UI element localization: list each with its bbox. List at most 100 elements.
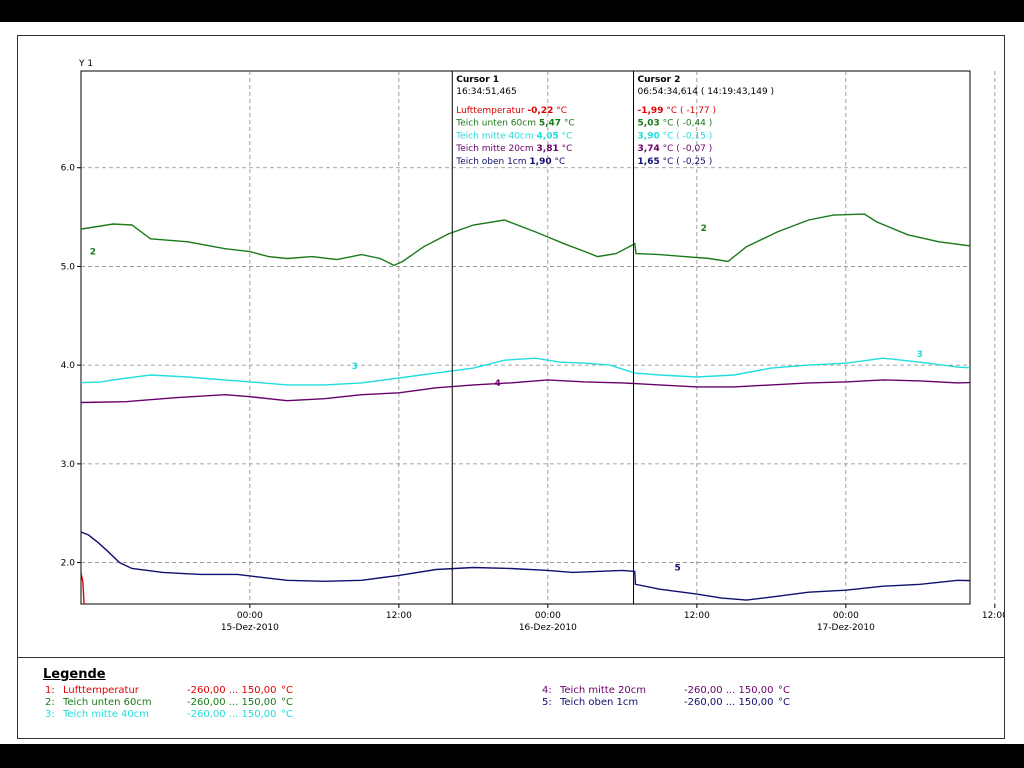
legend-item-unit: °C [281, 685, 293, 696]
x-tick-label: 00:00 [237, 611, 263, 621]
cursor-row-2: -1,99 °C ( -1,77 ) [638, 106, 717, 116]
x-tick-date-label: 16-Dez-2010 [519, 623, 577, 633]
legend-item-range: -260,00 ... 150,00 [684, 697, 774, 708]
cursor-row-value: 5,47 [539, 119, 561, 129]
cursor-row-unit: °C [552, 157, 566, 167]
legend-item-unit: °C [281, 709, 293, 720]
cursor-row-1: Teich oben 1cm 1,90 °C [455, 157, 565, 167]
cursor-title-1: Cursor 1 [456, 75, 499, 85]
legend-item-range: -260,00 ... 150,00 [187, 685, 277, 696]
cursor-row-value: 5,03 [638, 119, 660, 129]
legend-title: Legende [43, 667, 106, 682]
cursor-row-value: 3,74 [638, 144, 660, 154]
cursor-row-1: Teich mitte 40cm 4,05 °C [455, 131, 572, 141]
legend-item-number: 5: [542, 697, 552, 708]
cursor-row-value: 1,65 [638, 157, 660, 167]
series-line-4 [81, 379, 970, 404]
y-tick-label: 5.0 [61, 262, 76, 272]
cursor-row-unit: °C [561, 119, 575, 129]
chart-frame: Y 1 2.0 3.0 4.0 5.0 6.0 00:00 15-Dez-2010 12:00 0… [17, 35, 1005, 739]
legend-item-unit: °C [281, 697, 293, 708]
y-tick-label: 4.0 [61, 361, 76, 371]
cursor-row-unit: °C [660, 131, 674, 141]
cursor-row-2: 5,03 °C ( -0,44 ) [638, 119, 713, 129]
cursor-row-value: -1,99 [638, 106, 664, 116]
cursor-row-unit: °C [559, 144, 573, 154]
series-label-3: 3 [917, 350, 923, 360]
y-axis-label: Y 1 [78, 59, 93, 69]
legend-item-name: Teich mitte 40cm [63, 709, 150, 720]
cursor-row-2: 3,74 °C ( -0,07 ) [638, 144, 713, 154]
cursor-row-value: 3,81 [537, 144, 559, 154]
cursor-row-value: 1,90 [529, 157, 551, 167]
series-group [81, 213, 970, 604]
legend-item-name: Teich oben 1cm [560, 697, 639, 708]
cursor-row-delta: ( -0,15 ) [673, 131, 712, 141]
x-tick-label: 00:00 [535, 611, 561, 621]
x-tick-label: 12:00 [982, 611, 1004, 621]
cursor-row-1: Lufttemperatur -0,22 °C [456, 106, 567, 116]
legend-item-unit: °C [778, 697, 790, 708]
cursor-row-unit: °C [660, 144, 674, 154]
y-tick-label: 2.0 [61, 559, 76, 569]
chart-svg: Y 1 2.0 3.0 4.0 5.0 6.0 00:00 15-Dez-2010 12:00 0… [61, 59, 1004, 633]
legend-item: 3: Teich mitte 40cm -260,00 ... 150,00 °C [45, 709, 293, 720]
cursor-row-value: 4,05 [537, 131, 559, 141]
series-line-3 [81, 357, 970, 386]
cursor-row-unit: °C [559, 131, 573, 141]
cursor-row-2: 3,90 °C ( -0,15 ) [638, 131, 713, 141]
legend-item-range: -260,00 ... 150,00 [187, 697, 277, 708]
legend-item-unit: °C [778, 685, 790, 696]
cursor-title-2: Cursor 2 [638, 75, 681, 85]
x-tick-date-label: 17-Dez-2010 [817, 623, 875, 633]
cursor-time-2: 06:54:34,614 ( 14:19:43,149 ) [638, 87, 775, 97]
cursor-row-value: 3,90 [638, 131, 660, 141]
legend-item: 2: Teich unten 60cm -260,00 ... 150,00 °C [45, 697, 293, 708]
cursor-row-value: -0,22 [527, 106, 553, 116]
legend: Legende 1: Lufttemperatur -260,00 ... 150,… [17, 657, 1005, 740]
cursor-row-label: Teich oben 1cm [455, 157, 529, 167]
cursor-row-unit: °C [553, 106, 567, 116]
cursor-row-unit: °C [660, 157, 674, 167]
series-line-2 [81, 213, 970, 267]
x-tick-date-label: 15-Dez-2010 [221, 623, 279, 633]
cursor-row-label: Lufttemperatur [456, 106, 527, 116]
legend-item: 5: Teich oben 1cm -260,00 ... 150,00 °C [542, 697, 790, 708]
series-label-3: 3 [352, 362, 358, 372]
cursor-row-1: Teich unten 60cm 5,47 °C [455, 119, 574, 129]
cursor-row-2: 1,65 °C ( -0,25 ) [638, 157, 713, 167]
cursor-row-delta: ( -1,77 ) [677, 106, 716, 116]
legend-item-range: -260,00 ... 150,00 [187, 709, 277, 720]
legend-item-name: Lufttemperatur [63, 685, 139, 696]
x-tick-label: 00:00 [833, 611, 859, 621]
series-line-5 [81, 531, 970, 601]
legend-item: 1: Lufttemperatur -260,00 ... 150,00 °C [45, 685, 293, 696]
plot-area [80, 70, 971, 605]
cursor-row-delta: ( -0,44 ) [673, 119, 712, 129]
cursor-time-1: 16:34:51,465 [456, 87, 516, 97]
legend-item-name: Teich unten 60cm [63, 697, 152, 708]
legend-item-name: Teich mitte 20cm [560, 685, 647, 696]
legend-item: 4: Teich mitte 20cm -260,00 ... 150,00 °C [542, 685, 790, 696]
legend-item-number: 2: [45, 697, 55, 708]
x-tick-label: 12:00 [684, 611, 710, 621]
cursor-row-delta: ( -0,25 ) [673, 157, 712, 167]
x-tick-label: 12:00 [386, 611, 412, 621]
cursor-row-1: Teich mitte 20cm 3,81 °C [455, 144, 572, 154]
legend-item-number: 3: [45, 709, 55, 720]
cursor-row-unit: °C [663, 106, 677, 116]
y-tick-label: 6.0 [61, 164, 76, 174]
series-label-4: 4 [494, 379, 500, 389]
cursor-row-label: Teich mitte 20cm [455, 144, 536, 154]
cursor-row-label: Teich mitte 40cm [455, 131, 536, 141]
legend-item-number: 1: [45, 685, 55, 696]
cursor-row-unit: °C [660, 119, 674, 129]
y-tick-label: 3.0 [61, 460, 76, 470]
cursor-row-label: Teich unten 60cm [455, 119, 539, 129]
series-label-2: 2 [701, 224, 707, 234]
series-label-5: 5 [674, 563, 680, 573]
page: Y 1 2.0 3.0 4.0 5.0 6.0 00:00 15-Dez-2010 12:00 0… [0, 22, 1024, 744]
cursor-row-delta: ( -0,07 ) [673, 144, 712, 154]
series-label-2: 2 [90, 248, 96, 258]
legend-item-range: -260,00 ... 150,00 [684, 685, 774, 696]
